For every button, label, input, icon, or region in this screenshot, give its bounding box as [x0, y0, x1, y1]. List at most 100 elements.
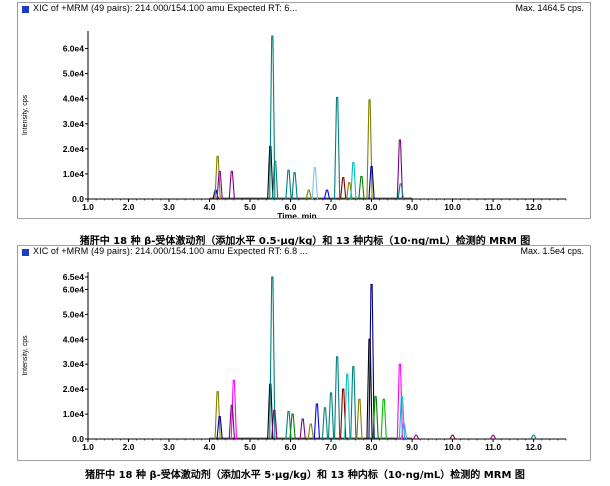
y-tick-label: 6.0e4 [63, 44, 85, 54]
x-tick-label: 11.0 [485, 202, 501, 212]
y-tick-label: 2.0e4 [63, 384, 85, 394]
chromatogram-title-2: XIC of +MRM (49 pairs): 214.000/154.100 … [33, 246, 308, 256]
chromatogram-peak [530, 434, 537, 440]
chromatogram-peak [366, 99, 373, 200]
chromatogram-peak [214, 391, 221, 440]
chromatogram-peak [366, 338, 373, 440]
chromatogram-peak [400, 423, 408, 440]
chromatogram-peak [396, 139, 404, 200]
chromatogram-header-1: XIC of +MRM (49 pairs): 214.000/154.100 … [18, 3, 590, 16]
chromatogram-peak [285, 169, 292, 200]
chromatogram-plot-2: 1.0 2.0 3.0 4.0 5.0 6.0 7.0 8.0 9.0 10.0 11.0 12.0 0… [22, 272, 567, 452]
chromatogram-header-2: XIC of +MRM (49 pairs): 214.000/154.100 … [18, 246, 590, 259]
chromatogram-peak [356, 398, 363, 440]
x-tick-label: 6.0 [285, 202, 297, 212]
x-axis-label: Time, min [277, 211, 317, 218]
chromatogram-peak [397, 183, 404, 200]
chromatogram-peak [333, 96, 341, 200]
x-tick-label: 3.0 [163, 202, 175, 212]
x-tick-label: 5.0 [244, 442, 256, 452]
chromatogram-peak [291, 172, 298, 200]
y-tick-label: 4.0e4 [63, 334, 85, 344]
x-tick-label: 11.0 [485, 442, 501, 452]
chromatogram-peak [214, 155, 221, 200]
chromatogram-peak [305, 189, 312, 200]
x-tick-label: 8.0 [366, 202, 378, 212]
figure-caption-1: 猪肝中 18 种 β-受体激动剂（添加水平 0.5·μg/kg）和 13 种内标… [79, 236, 531, 247]
chromatogram-peak [398, 396, 406, 440]
y-tick-label: 5.0e4 [63, 309, 85, 319]
x-tick-label: 9.0 [406, 442, 418, 452]
chromatogram-peak [216, 416, 223, 440]
y-tick-label: 1.0e4 [63, 409, 85, 419]
chromatogram-peak [269, 35, 276, 200]
chromatogram-peak [269, 276, 276, 440]
y-tick-label: 5.0e4 [63, 69, 85, 79]
chromatogram-peak [380, 398, 387, 440]
x-tick-label: 4.0 [204, 202, 216, 212]
chromatogram-peak [358, 175, 365, 200]
chromatogram-title-1: XIC of +MRM (49 pairs): 214.000/154.100 … [33, 3, 298, 13]
chromatogram-peak [323, 189, 331, 200]
x-tick-label: 1.0 [82, 202, 94, 212]
x-tick-label: 3.0 [163, 442, 175, 452]
x-tick-label: 4.0 [204, 442, 216, 452]
chromatogram-peak [321, 407, 329, 440]
y-tick-label: 4.0e4 [63, 94, 85, 104]
figure-caption-2: 猪肝中 18 种 β-受体激动剂（添加水平 5·μg/kg）和 13 种内标（1… [85, 470, 525, 481]
chromatogram-peak [344, 373, 351, 440]
chromatogram-peak [340, 388, 347, 440]
chromatogram-peak [340, 177, 347, 200]
y-tick-label: 3.0e4 [63, 359, 85, 369]
chromatogram-peak [327, 392, 335, 440]
chromatogram-peak [228, 404, 235, 440]
chromatogram-peak [311, 167, 318, 200]
chromatogram-peak [333, 356, 341, 440]
chromatogram-peak [490, 434, 497, 440]
chromatogram-peak [372, 396, 379, 440]
x-tick-label: 2.0 [123, 442, 135, 452]
x-tick-label: 12.0 [525, 202, 542, 212]
max-intensity-label-2: Max. 1.5e4 cps. [520, 246, 584, 256]
chromatogram-peak [313, 403, 321, 440]
chromatogram-peak [299, 418, 306, 440]
chromatogram-peak [228, 170, 235, 200]
chromatogram-peak [289, 413, 296, 440]
chromatogram-peak [449, 434, 456, 440]
x-tick-label: 8.0 [366, 442, 378, 452]
chromatogram-panel-1: XIC of +MRM (49 pairs): 214.000/154.100 … [17, 2, 591, 219]
y-tick-label: 2.0e4 [63, 144, 85, 154]
y-tick-label: 6.0e4 [63, 284, 85, 294]
chromatogram-peak [350, 162, 357, 200]
y-axis-label: Intensity, cps [22, 94, 29, 135]
chromatogram-panel-2: XIC of +MRM (49 pairs): 214.000/154.100 … [17, 245, 591, 461]
x-tick-label: 10.0 [444, 442, 461, 452]
y-tick-label: 0.0 [72, 194, 84, 204]
x-tick-label: 1.0 [82, 442, 94, 452]
chromatogram-peak [368, 283, 375, 440]
x-tick-label: 5.0 [244, 202, 256, 212]
x-tick-label: 10.0 [444, 202, 461, 212]
x-tick-label: 12.0 [525, 442, 542, 452]
y-tick-label: 6.5e4 [63, 272, 85, 282]
x-tick-label: 2.0 [123, 202, 135, 212]
chromatogram-peak [271, 409, 278, 440]
chromatogram-peak [307, 423, 314, 440]
y-tick-label: 1.0e4 [63, 169, 85, 179]
x-tick-label: 6.0 [285, 442, 297, 452]
max-intensity-label-1: Max. 1464.5 cps. [515, 3, 584, 13]
chromatogram-peak [350, 366, 357, 440]
x-tick-label: 7.0 [325, 202, 337, 212]
y-axis-label: Intensity, cps [22, 335, 29, 376]
y-tick-label: 0.0 [72, 434, 84, 444]
chromatogram-peak [413, 434, 420, 440]
series-color-swatch-1 [22, 6, 29, 13]
y-tick-label: 3.0e4 [63, 119, 85, 129]
chromatogram-peak [285, 411, 292, 440]
x-tick-label: 7.0 [325, 442, 337, 452]
chromatogram-plot-1: 1.0 2.0 3.0 4.0 5.0 6.0 7.0 8.0 9.0 10.0 11.0 12.0 0… [22, 31, 567, 218]
chromatogram-peak [216, 170, 223, 200]
chromatogram-peak [271, 160, 279, 200]
x-tick-label: 9.0 [406, 202, 418, 212]
series-color-swatch-2 [22, 249, 29, 256]
